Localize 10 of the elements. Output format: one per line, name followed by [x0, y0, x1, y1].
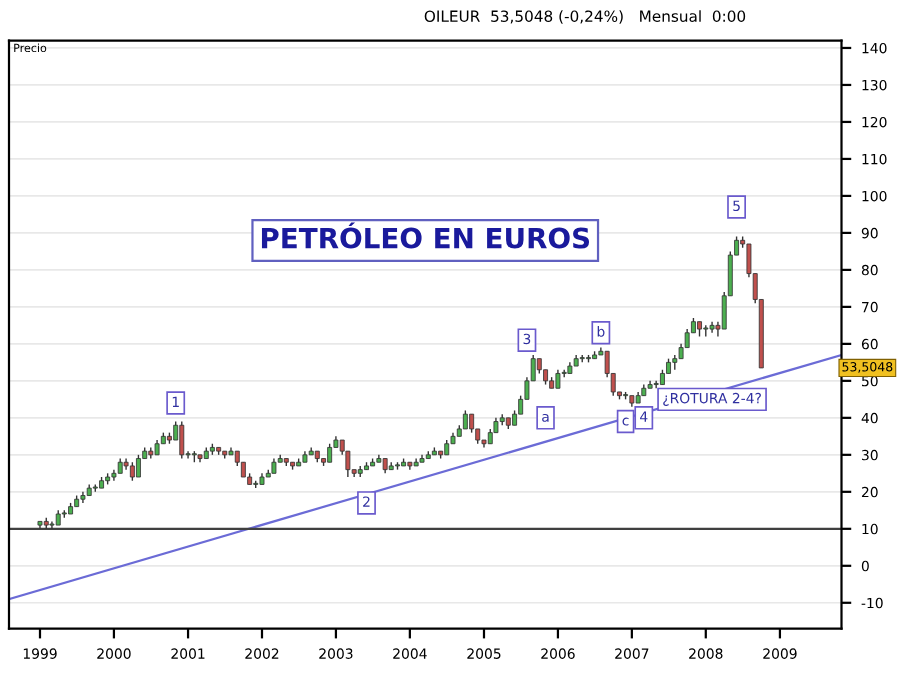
candlestick	[653, 380, 659, 389]
candlestick	[179, 420, 185, 460]
text: PETRÓLEO EN EUROS	[261, 222, 590, 249]
candlestick	[462, 409, 468, 430]
candlestick	[327, 443, 333, 463]
candlestick	[469, 413, 475, 434]
candlestick	[135, 454, 141, 478]
candlestick	[49, 520, 55, 530]
candlestick	[555, 369, 561, 389]
candlestick	[129, 461, 135, 482]
